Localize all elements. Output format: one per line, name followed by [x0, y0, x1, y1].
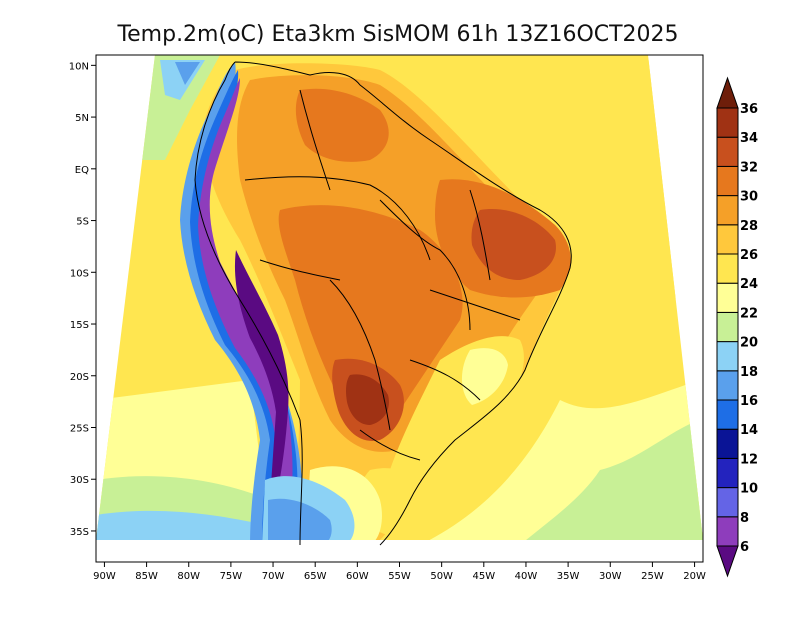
y-tick-label: 5S	[76, 217, 89, 228]
colorbar-tick-label: 22	[740, 306, 758, 321]
x-tick-label: 90W	[93, 571, 116, 582]
y-tick-label: 30S	[70, 475, 89, 486]
colorbar-swatch	[716, 253, 739, 284]
colorbar-swatch	[716, 224, 739, 255]
country-border-3	[329, 279, 391, 431]
boundaries	[194, 61, 572, 546]
colorbar-swatch	[716, 107, 739, 138]
colorbar-swatch	[716, 165, 739, 197]
colorbar-tick-label: 36	[740, 102, 758, 117]
y-tick-label: 20S	[70, 372, 89, 383]
y-tick-label: 10N	[69, 61, 89, 72]
field-continent-32	[278, 205, 463, 423]
map-title: Temp.2m(oC) Eta3km SisMOM 61h 13Z16OCT20…	[116, 22, 678, 47]
country-border-4	[259, 259, 341, 281]
continent-outline	[194, 61, 572, 546]
x-axis-ticks: 90W 85W 80W 75W 70W 65W 60W 55W 50W 45W 40W 35W 30W 2…	[93, 562, 706, 582]
x-tick-label: 70W	[262, 571, 285, 582]
temperature-field	[96, 55, 703, 540]
y-tick-label: 35S	[70, 527, 89, 538]
x-tick-label: 65W	[304, 571, 327, 582]
colorbar-tick-label: 16	[740, 394, 758, 409]
x-tick-label: 80W	[177, 571, 200, 582]
colorbar-tick-label: 6	[740, 540, 749, 555]
field-tropical-atlantic-26	[380, 60, 680, 300]
x-tick-label: 30W	[599, 571, 622, 582]
state-border-3	[409, 359, 481, 401]
x-tick-label: 75W	[220, 571, 243, 582]
colorbar-swatch	[716, 311, 739, 343]
state-border-2	[429, 289, 521, 321]
x-tick-label: 25W	[641, 571, 664, 582]
field-andes-14	[190, 70, 298, 540]
colorbar-tick-label: 12	[740, 452, 758, 467]
y-axis-ticks: 10N 5N EQ 5S 10S 15S 20S 25S 30S 35S	[69, 61, 96, 538]
colorbar-swatch	[716, 457, 739, 489]
colorbar-tick-label: 24	[740, 277, 758, 292]
field-south-atlantic-22	[520, 420, 703, 540]
colorbar-tick-label: 34	[740, 131, 758, 146]
colorbar-tick-label: 30	[740, 190, 758, 205]
field-northwest-22	[140, 55, 220, 160]
country-border-2	[299, 89, 331, 191]
colorbar-tick-label: 20	[740, 336, 758, 351]
x-tick-label: 35W	[557, 571, 580, 582]
colorbar-tick-label: 10	[740, 482, 758, 497]
y-tick-label: 10S	[70, 268, 89, 279]
colorbar-bottom-arrow	[716, 545, 739, 578]
field-northeast-34	[471, 209, 556, 280]
y-tick-label: 25S	[70, 423, 89, 434]
colorbar-swatch	[716, 282, 739, 313]
state-border-1	[379, 199, 471, 331]
y-tick-label: 15S	[70, 320, 89, 331]
colorbar-swatch	[716, 370, 739, 401]
x-tick-label: 45W	[472, 571, 495, 582]
x-tick-label: 40W	[515, 571, 538, 582]
state-border-4	[469, 189, 491, 281]
colorbar-tick-label: 32	[740, 160, 758, 175]
colorbar-swatch	[716, 195, 739, 226]
field-amazon-north-32	[295, 88, 389, 162]
field-andes-6	[234, 250, 289, 500]
colorbar: 6 8 10 12 14 16 18 20 22 24 26 28 30 32 34 36	[716, 76, 758, 578]
x-tick-label: 20W	[683, 571, 706, 582]
colorbar-swatch	[716, 136, 739, 167]
country-border-1	[244, 176, 431, 261]
field-southeast-highlands-24	[461, 348, 508, 405]
colorbar-tick-label: 14	[740, 423, 758, 438]
field-paraguay-36	[346, 374, 389, 425]
country-border-5	[359, 429, 421, 461]
field-pacific-20	[96, 510, 265, 540]
colorbar-top-arrow	[716, 76, 739, 109]
map-plot-area: 90W 85W 80W 75W 70W 65W 60W 55W 50W 45W 40W 35W 30W 2…	[69, 54, 706, 582]
colorbar-swatch	[716, 341, 739, 372]
colorbar-swatch	[716, 516, 739, 547]
field-patagonia-16	[268, 498, 332, 540]
colorbar-swatch	[716, 428, 739, 459]
colorbar-tick-label: 28	[740, 219, 758, 234]
x-tick-label: 55W	[388, 571, 411, 582]
colorbar-tick-label: 26	[740, 248, 758, 263]
field-northwest-18	[175, 62, 200, 85]
colorbar-tick-label: 18	[740, 365, 758, 380]
colorbar-swatch	[716, 487, 739, 518]
colorbar-swatch	[716, 399, 739, 430]
x-tick-label: 85W	[135, 571, 158, 582]
colorbar-tick-label: 8	[740, 511, 749, 526]
y-tick-label: 5N	[75, 113, 89, 124]
x-tick-label: 60W	[346, 571, 369, 582]
x-tick-label: 50W	[430, 571, 453, 582]
y-tick-label: EQ	[75, 165, 89, 176]
